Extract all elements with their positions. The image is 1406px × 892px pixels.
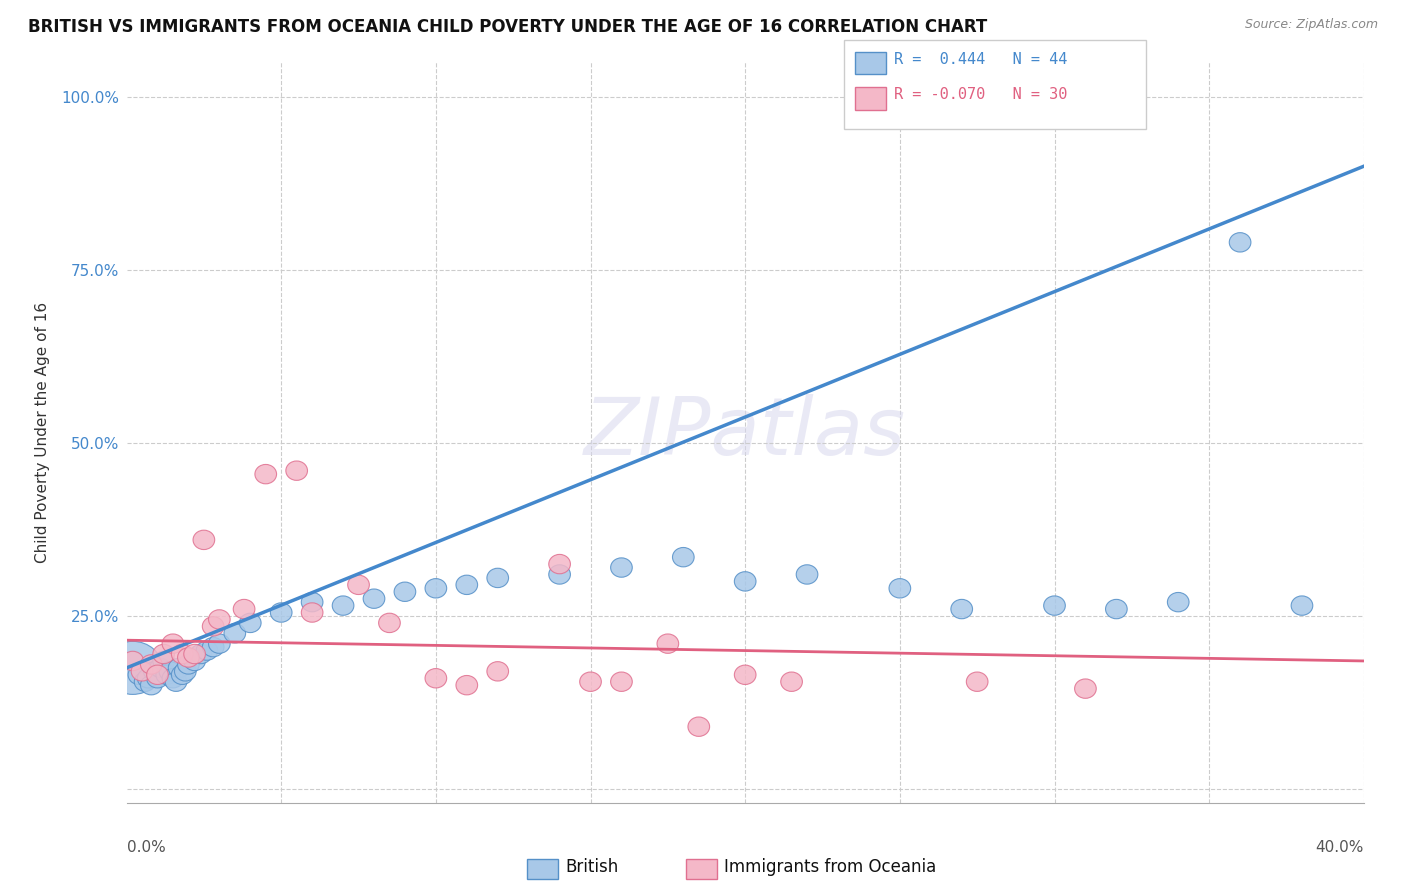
Ellipse shape bbox=[1074, 679, 1097, 698]
Ellipse shape bbox=[254, 465, 277, 483]
Ellipse shape bbox=[889, 579, 911, 598]
Ellipse shape bbox=[610, 672, 633, 691]
Ellipse shape bbox=[141, 675, 162, 695]
Text: Immigrants from Oceania: Immigrants from Oceania bbox=[724, 858, 936, 876]
Ellipse shape bbox=[425, 579, 447, 598]
Ellipse shape bbox=[103, 641, 162, 694]
Ellipse shape bbox=[150, 658, 172, 678]
Ellipse shape bbox=[363, 589, 385, 608]
Ellipse shape bbox=[239, 613, 262, 632]
Ellipse shape bbox=[174, 662, 195, 681]
Ellipse shape bbox=[135, 672, 156, 691]
Ellipse shape bbox=[193, 530, 215, 549]
Y-axis label: Child Poverty Under the Age of 16: Child Poverty Under the Age of 16 bbox=[35, 302, 51, 563]
Ellipse shape bbox=[672, 548, 695, 566]
Ellipse shape bbox=[610, 558, 633, 577]
Ellipse shape bbox=[190, 644, 211, 664]
Ellipse shape bbox=[208, 634, 231, 653]
Ellipse shape bbox=[184, 651, 205, 671]
Text: ZIPatlas: ZIPatlas bbox=[583, 393, 907, 472]
Ellipse shape bbox=[285, 461, 308, 481]
Text: 0.0%: 0.0% bbox=[127, 840, 166, 855]
Text: R = -0.070   N = 30: R = -0.070 N = 30 bbox=[894, 87, 1067, 103]
Ellipse shape bbox=[146, 669, 169, 688]
Ellipse shape bbox=[128, 665, 150, 684]
Text: BRITISH VS IMMIGRANTS FROM OCEANIA CHILD POVERTY UNDER THE AGE OF 16 CORRELATION: BRITISH VS IMMIGRANTS FROM OCEANIA CHILD… bbox=[28, 18, 987, 36]
Ellipse shape bbox=[780, 672, 803, 691]
Ellipse shape bbox=[177, 655, 200, 674]
Ellipse shape bbox=[657, 634, 679, 653]
Text: Source: ZipAtlas.com: Source: ZipAtlas.com bbox=[1244, 18, 1378, 31]
Ellipse shape bbox=[122, 651, 143, 671]
Ellipse shape bbox=[301, 592, 323, 612]
Ellipse shape bbox=[796, 565, 818, 584]
Ellipse shape bbox=[425, 669, 447, 688]
Ellipse shape bbox=[172, 644, 193, 664]
Ellipse shape bbox=[1043, 596, 1066, 615]
Ellipse shape bbox=[202, 616, 224, 636]
Ellipse shape bbox=[950, 599, 973, 619]
Ellipse shape bbox=[146, 665, 169, 684]
Ellipse shape bbox=[734, 665, 756, 684]
Ellipse shape bbox=[347, 575, 370, 595]
Text: 40.0%: 40.0% bbox=[1316, 840, 1364, 855]
Ellipse shape bbox=[1291, 596, 1313, 615]
Ellipse shape bbox=[548, 565, 571, 584]
Ellipse shape bbox=[579, 672, 602, 691]
Ellipse shape bbox=[153, 651, 174, 671]
Ellipse shape bbox=[378, 613, 401, 632]
Ellipse shape bbox=[162, 669, 184, 688]
Ellipse shape bbox=[131, 662, 153, 681]
Ellipse shape bbox=[138, 669, 159, 688]
Ellipse shape bbox=[1105, 599, 1128, 619]
Ellipse shape bbox=[270, 603, 292, 623]
Ellipse shape bbox=[202, 638, 224, 657]
Ellipse shape bbox=[141, 655, 162, 674]
Ellipse shape bbox=[456, 675, 478, 695]
Ellipse shape bbox=[1167, 592, 1189, 612]
Text: R =  0.444   N = 44: R = 0.444 N = 44 bbox=[894, 52, 1067, 67]
Ellipse shape bbox=[332, 596, 354, 615]
Ellipse shape bbox=[166, 672, 187, 691]
Ellipse shape bbox=[1229, 233, 1251, 252]
Ellipse shape bbox=[301, 603, 323, 623]
Ellipse shape bbox=[224, 624, 246, 643]
Text: British: British bbox=[565, 858, 619, 876]
Ellipse shape bbox=[172, 665, 193, 684]
Ellipse shape bbox=[486, 568, 509, 588]
Ellipse shape bbox=[195, 640, 218, 660]
Ellipse shape bbox=[169, 658, 190, 678]
Ellipse shape bbox=[208, 610, 231, 629]
Ellipse shape bbox=[143, 662, 166, 681]
Ellipse shape bbox=[688, 717, 710, 737]
Ellipse shape bbox=[456, 575, 478, 595]
Ellipse shape bbox=[153, 644, 174, 664]
Ellipse shape bbox=[159, 662, 180, 681]
Ellipse shape bbox=[548, 555, 571, 574]
Ellipse shape bbox=[394, 582, 416, 601]
Ellipse shape bbox=[156, 665, 177, 684]
Ellipse shape bbox=[233, 599, 254, 619]
Ellipse shape bbox=[177, 648, 200, 667]
Ellipse shape bbox=[966, 672, 988, 691]
Ellipse shape bbox=[734, 572, 756, 591]
Ellipse shape bbox=[184, 644, 205, 664]
Ellipse shape bbox=[162, 634, 184, 653]
Ellipse shape bbox=[486, 662, 509, 681]
